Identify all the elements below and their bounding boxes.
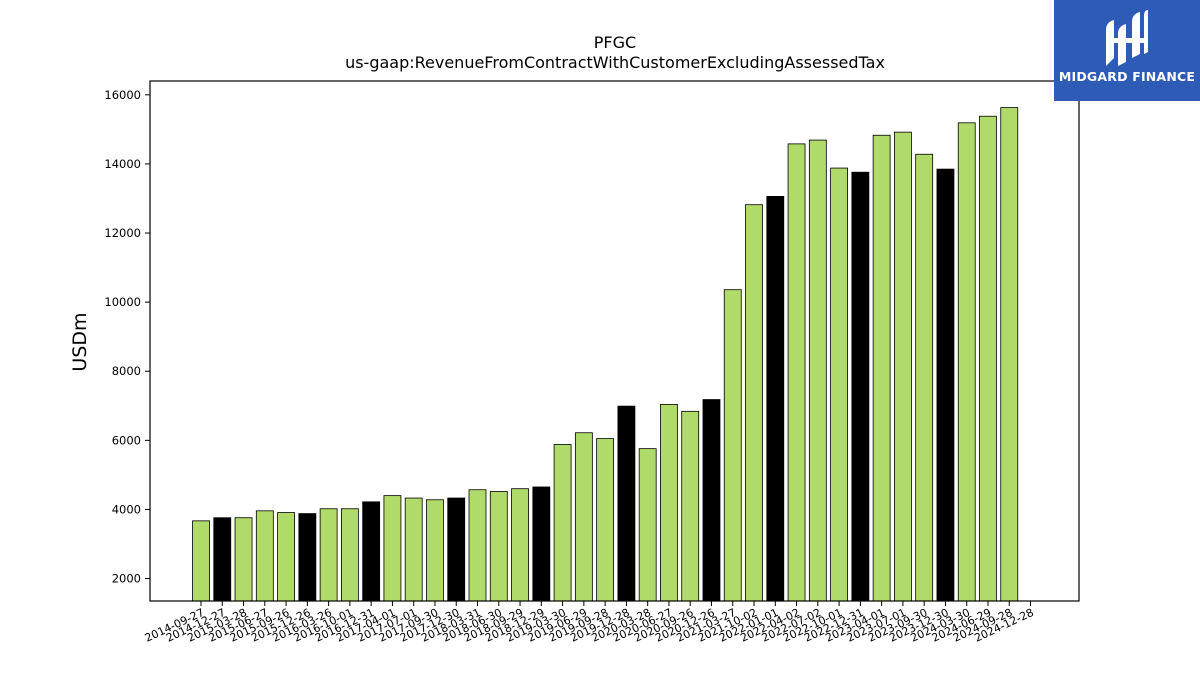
bar — [553, 444, 572, 602]
bar — [511, 488, 529, 602]
y-tick-label: 14000 — [104, 157, 141, 171]
bar — [957, 122, 976, 602]
chart-subtitle: us-gaap:RevenueFromContractWithCustomerE… — [345, 53, 885, 72]
y-tick-label: 2000 — [112, 572, 141, 586]
bar — [383, 495, 402, 602]
bar — [681, 410, 700, 602]
y-tick-label: 6000 — [112, 433, 141, 447]
y-axis: 2000 4000 6000 8000 10000 12000 14000 16000 — [104, 88, 150, 586]
bar — [213, 517, 232, 602]
bar — [936, 168, 955, 602]
brand-name: MIDGARD FINANCE — [1058, 69, 1196, 84]
bar — [723, 289, 742, 602]
bar — [702, 399, 721, 602]
bar — [915, 153, 934, 602]
bar — [617, 405, 636, 602]
bar — [255, 510, 274, 602]
bar — [851, 171, 870, 602]
bar — [574, 432, 593, 602]
bar — [766, 195, 785, 602]
bar — [638, 448, 657, 602]
y-tick-label: 4000 — [112, 502, 141, 516]
y-tick-label: 10000 — [104, 295, 141, 309]
bar — [532, 486, 551, 602]
bar — [298, 513, 317, 602]
bar — [447, 497, 466, 602]
bar — [404, 497, 423, 602]
brand-logo-box — [1054, 0, 1200, 101]
bar — [830, 167, 848, 602]
bar — [596, 438, 615, 602]
bar — [745, 204, 763, 602]
bar — [426, 499, 444, 602]
y-axis-label: USDm — [69, 312, 91, 371]
bar — [234, 517, 253, 602]
bar — [277, 512, 295, 602]
y-tick-label: 16000 — [104, 88, 141, 102]
y-tick-label: 12000 — [104, 226, 141, 240]
bar — [894, 131, 912, 602]
bar — [787, 143, 806, 602]
bar — [872, 134, 891, 602]
x-axis: 2014-09-272014-12-272015-03-282015-06-27… — [143, 601, 1036, 645]
bars-group — [192, 107, 1019, 602]
chart-title: PFGC — [594, 33, 636, 52]
bar — [1000, 107, 1019, 602]
bar — [489, 491, 508, 602]
midgard-logo-icon — [1106, 10, 1148, 66]
bar — [362, 501, 381, 602]
y-tick-label: 8000 — [112, 364, 141, 378]
bar — [192, 520, 210, 602]
bar — [660, 403, 678, 602]
bar — [468, 489, 487, 602]
bar — [808, 139, 827, 602]
bar — [979, 115, 997, 602]
bar — [319, 508, 338, 602]
plot-frame — [149, 80, 1080, 602]
bar — [340, 508, 359, 602]
